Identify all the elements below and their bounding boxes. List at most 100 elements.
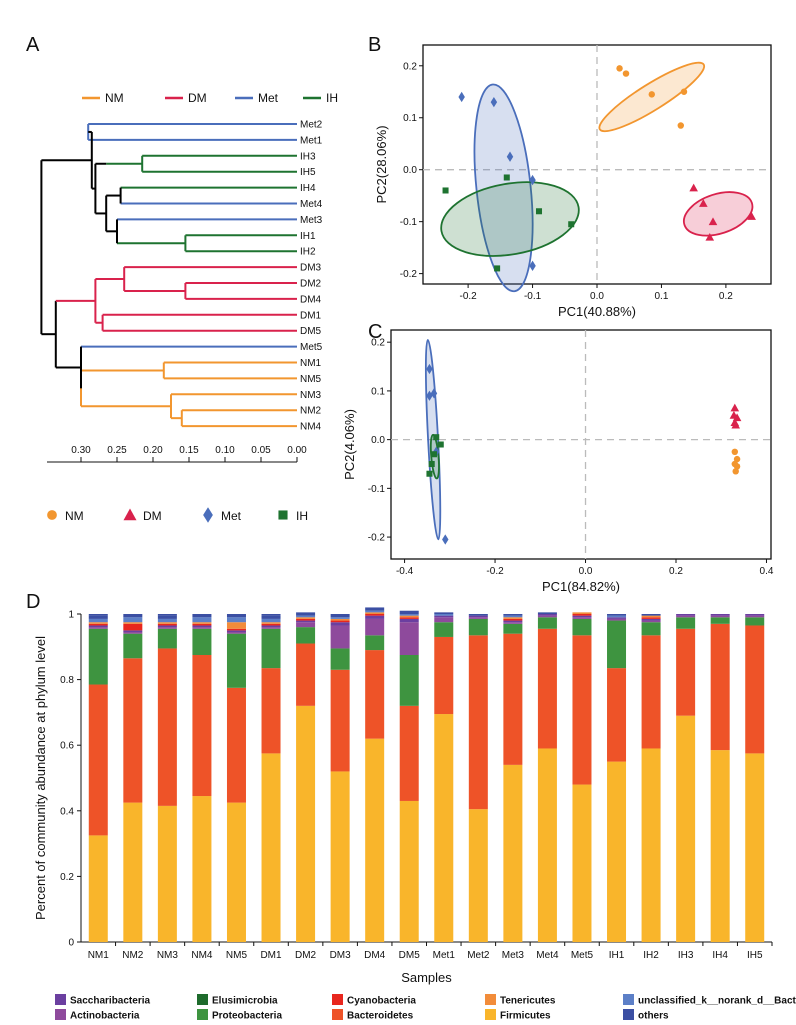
bar-segment xyxy=(503,617,523,619)
bar-segment xyxy=(192,617,212,623)
bar-segment xyxy=(434,614,454,616)
bar-segment xyxy=(261,622,281,624)
bar-segment xyxy=(607,618,627,621)
point-ih xyxy=(442,187,449,194)
ellipse-ih xyxy=(440,181,580,257)
bar-segment xyxy=(676,715,696,942)
y-tick-label: -0.2 xyxy=(368,533,386,544)
x-tick-label: NM1 xyxy=(88,950,110,961)
bar-segment xyxy=(330,625,350,649)
bar-segment xyxy=(434,714,454,942)
point-nm xyxy=(677,122,685,129)
bar-segment xyxy=(261,628,281,669)
shape-legend-label-nm: NM xyxy=(65,509,84,523)
point-nm xyxy=(732,468,739,475)
x-tick-label: -0.2 xyxy=(486,566,504,577)
point-nm xyxy=(733,463,741,470)
bar-segment xyxy=(503,622,523,624)
bar-segment xyxy=(123,632,143,634)
point-nm xyxy=(616,65,623,72)
bar-segment xyxy=(330,617,350,619)
shape-legend-marker-ih xyxy=(278,510,288,520)
bar-segment xyxy=(123,633,143,659)
legend-label: Proteobacteria xyxy=(212,1011,282,1022)
y-axis-label: PC2(28.06%) xyxy=(374,125,389,203)
bar-segment xyxy=(365,738,385,942)
bar-segment xyxy=(537,617,557,629)
bar-segment xyxy=(157,648,177,806)
x-tick-label: IH2 xyxy=(643,950,659,961)
point-ih xyxy=(568,221,575,228)
point-ih xyxy=(433,434,440,441)
bar-segment xyxy=(572,615,592,618)
bar-segment xyxy=(192,627,212,629)
bar-segment xyxy=(434,615,454,618)
bar-segment xyxy=(330,618,350,621)
bar-segment xyxy=(157,627,177,629)
bar-segment xyxy=(641,618,661,621)
bar-segment xyxy=(88,614,108,616)
legend-label: Saccharibacteria xyxy=(70,996,150,1007)
bar-segment xyxy=(330,614,350,618)
bar-segment xyxy=(641,622,661,636)
bar-segment xyxy=(503,615,523,618)
distance-tick-label: 0.20 xyxy=(143,445,163,456)
bar-segment xyxy=(157,614,177,616)
bar-segment xyxy=(365,650,385,739)
point-dm xyxy=(747,212,756,220)
legend-swatch xyxy=(55,1009,66,1020)
x-tick-label: 0.0 xyxy=(579,566,593,577)
leaf-label: Met5 xyxy=(300,342,323,353)
x-tick-label: Met2 xyxy=(467,950,490,961)
point-ih xyxy=(503,174,510,181)
leaf-label: Met1 xyxy=(300,135,323,146)
bar-segment xyxy=(157,805,177,942)
bar-segment xyxy=(88,835,108,942)
legend-label-met: Met xyxy=(258,91,279,105)
legend-swatch xyxy=(197,994,208,1005)
point-met xyxy=(490,96,498,108)
bar-segment xyxy=(399,614,419,616)
bar-segment xyxy=(572,635,592,785)
y-tick-label: 0.0 xyxy=(403,165,417,176)
bar-segment xyxy=(157,622,177,624)
point-ih xyxy=(437,441,444,448)
point-nm xyxy=(733,455,741,463)
bar-segment xyxy=(88,684,108,836)
bar-segment xyxy=(537,628,557,749)
x-tick-label: 0.0 xyxy=(590,291,604,302)
bar-segment xyxy=(399,615,419,618)
bar-segment xyxy=(296,705,316,942)
y-tick-label: -0.1 xyxy=(400,217,418,228)
x-tick-label: Met5 xyxy=(571,950,594,961)
shape-legend-label-ih: IH xyxy=(296,509,308,523)
legend-label: unclassified_k__norank_d__Bacteria xyxy=(638,996,796,1007)
bar-segment xyxy=(537,615,557,618)
bar-segment xyxy=(261,668,281,754)
bar-segment xyxy=(261,753,281,942)
point-dm xyxy=(730,403,740,412)
distance-tick-label: 0.25 xyxy=(107,445,127,456)
x-tick-label: NM4 xyxy=(191,950,213,961)
point-ih xyxy=(426,470,433,477)
bar-segment xyxy=(676,614,696,616)
y-tick-label: 0.2 xyxy=(371,338,385,349)
bar-segment xyxy=(607,620,627,669)
bar-segment xyxy=(710,615,730,618)
bar-segment xyxy=(572,618,592,636)
bar-segment xyxy=(226,802,246,942)
leaf-label: Met2 xyxy=(300,120,323,131)
leaf-label: IH3 xyxy=(300,151,316,162)
distance-tick-label: 0.30 xyxy=(71,445,91,456)
bar-segment xyxy=(123,802,143,942)
leaf-label: Met3 xyxy=(300,215,323,226)
bar-segment xyxy=(123,617,143,623)
bar-segment xyxy=(399,622,419,655)
plot-frame xyxy=(390,329,772,560)
bar-segment xyxy=(468,614,488,616)
bar-segment xyxy=(296,617,316,619)
bar-segment xyxy=(192,655,212,797)
leaf-label: NM5 xyxy=(300,374,322,385)
bar-segment xyxy=(572,617,592,619)
bar-segment xyxy=(226,628,246,631)
